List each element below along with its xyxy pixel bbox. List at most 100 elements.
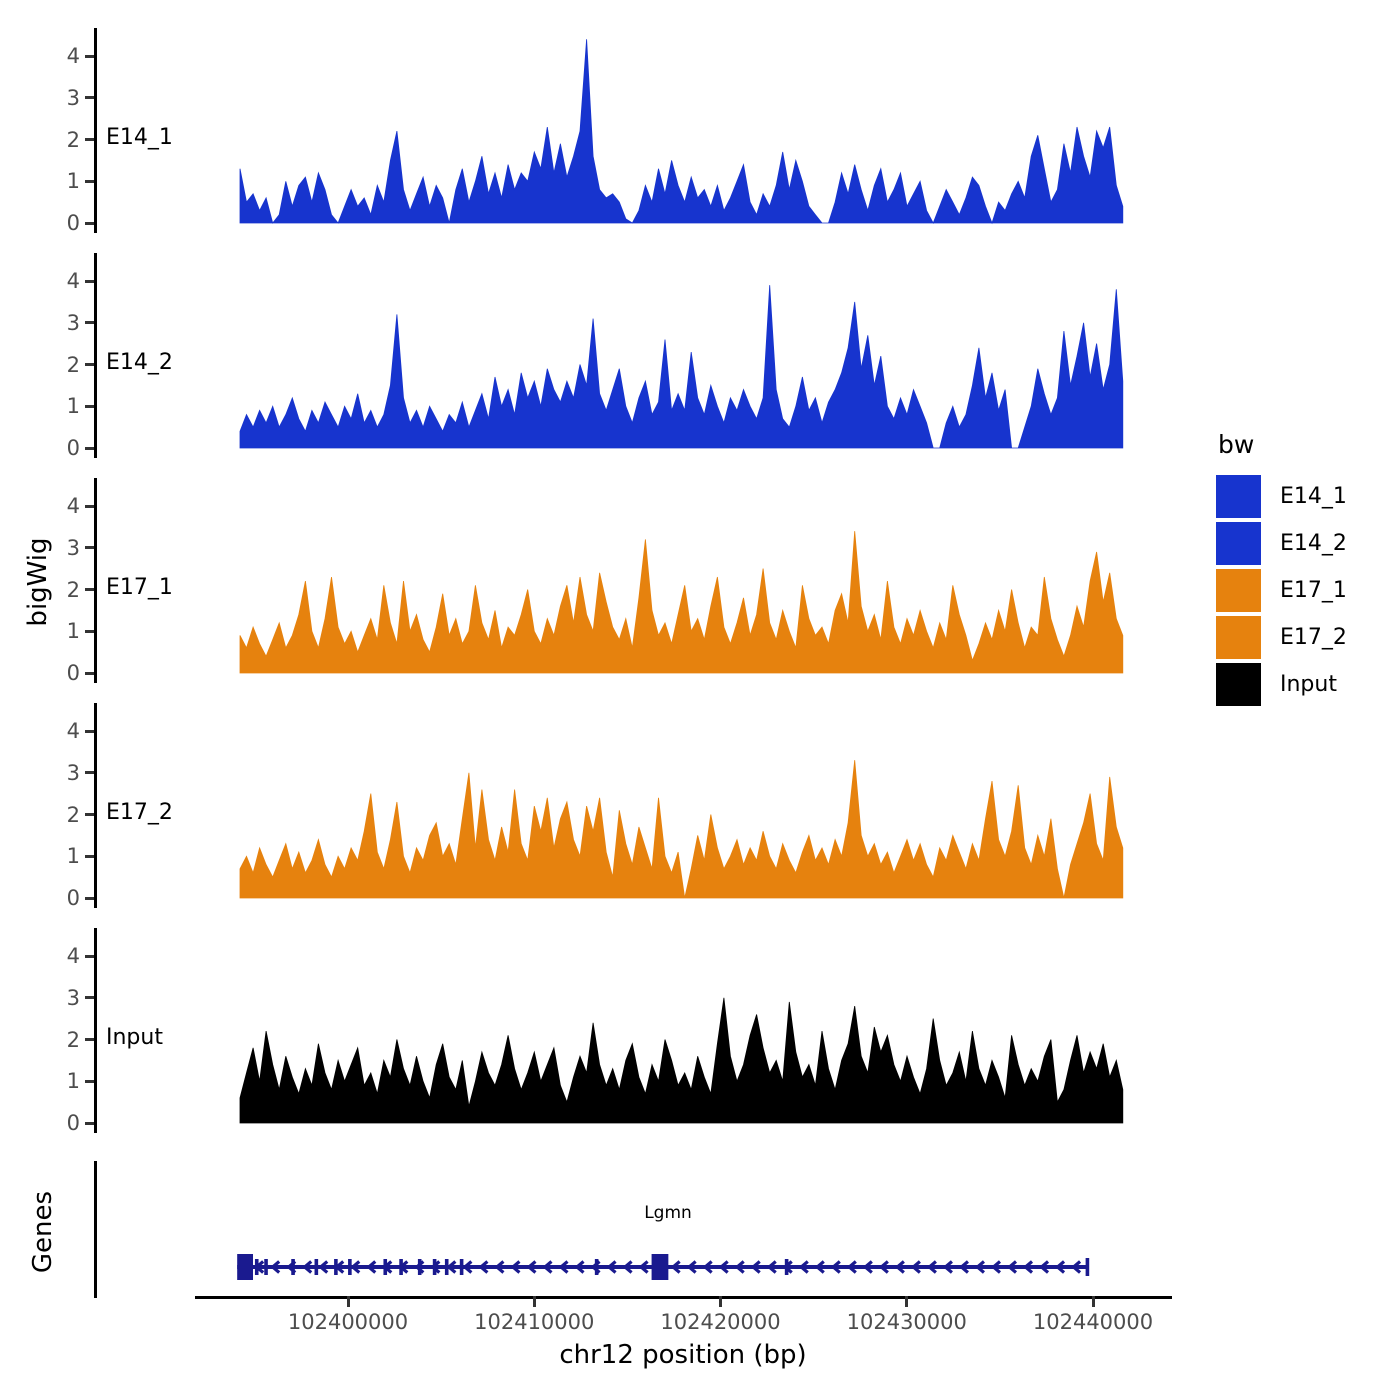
- gene-name-label: Lgmn: [644, 1203, 692, 1223]
- track-label: E17_1: [106, 575, 173, 600]
- x-axis-line: [195, 1296, 1172, 1299]
- y-axis-tick: [85, 588, 94, 591]
- legend-swatch-input: [1216, 663, 1261, 706]
- y-axis-tick: [85, 629, 94, 633]
- y-axis-tick-label: 2: [66, 577, 80, 602]
- legend-item-e14-1: E14_1: [1216, 475, 1347, 518]
- genes-panel: [0, 1155, 1400, 1305]
- y-axis-tick: [85, 813, 94, 816]
- y-axis-tick-label: 0: [66, 211, 80, 235]
- legend-swatch-e14-2: [1216, 522, 1261, 565]
- legend-label-e17-2: E17_2: [1280, 625, 1347, 650]
- legend-item-input: Input: [1216, 663, 1347, 706]
- y-axis-line: [94, 928, 97, 1133]
- y-axis-tick: [85, 546, 94, 550]
- track-panel-e17-2: E17_2 0 1 2 3 4: [0, 703, 1400, 910]
- legend-item-e17-2: E17_2: [1216, 616, 1347, 659]
- y-axis-tick-label: 2: [66, 802, 80, 827]
- x-axis-tick: [905, 1296, 909, 1307]
- genes-axis-line: [94, 1161, 97, 1298]
- y-axis-tick-label: 3: [66, 535, 80, 560]
- y-axis-tick: [85, 771, 94, 775]
- y-axis-line: [94, 253, 97, 458]
- legend-label-input: Input: [1280, 672, 1337, 697]
- x-axis-title: chr12 position (bp): [559, 1340, 807, 1370]
- y-axis-tick-label: 3: [66, 760, 80, 785]
- y-axis-tick-label: 1: [66, 169, 80, 194]
- track-label: E14_2: [106, 350, 173, 375]
- y-axis-tick-label: 3: [66, 85, 80, 110]
- y-axis-tick: [85, 54, 94, 58]
- y-axis-tick-label: 0: [66, 661, 80, 685]
- y-axis-tick-label: 0: [66, 886, 80, 910]
- x-axis-tick: [346, 1296, 350, 1307]
- x-axis-tick: [1091, 1296, 1095, 1307]
- y-axis-tick-label: 1: [66, 844, 80, 869]
- y-axis-tick: [85, 729, 94, 733]
- y-axis-tick: [85, 221, 94, 225]
- y-axis-tick: [85, 446, 94, 450]
- y-axis-tick: [85, 279, 94, 283]
- track-label: E14_1: [106, 125, 173, 150]
- coverage-area-e14-2: [239, 285, 1124, 449]
- legend-item-e17-1: E17_1: [1216, 569, 1347, 612]
- y-axis-tick-label: 4: [66, 269, 80, 293]
- y-axis-tick-label: 1: [66, 394, 80, 419]
- y-axis-tick: [85, 321, 94, 325]
- x-axis-tick: [532, 1296, 536, 1307]
- y-axis-line: [94, 478, 97, 683]
- legend-swatch-e17-1: [1216, 569, 1261, 612]
- coverage-area-input: [239, 997, 1124, 1124]
- y-axis-tick-label: 2: [66, 127, 80, 152]
- coverage-area-e14-1: [239, 39, 1124, 225]
- y-axis-tick: [85, 671, 94, 675]
- legend: bw E14_1 E14_2 E17_1 E17_2 Input: [1216, 430, 1347, 710]
- y-axis-tick: [85, 179, 94, 183]
- y-axis-tick-label: 4: [66, 494, 80, 518]
- y-axis-tick: [85, 854, 94, 858]
- y-axis-tick-label: 4: [66, 944, 80, 968]
- y-axis-tick: [85, 504, 94, 508]
- track-label: Input: [106, 1025, 163, 1050]
- y-axis-line: [94, 703, 97, 908]
- y-axis-tick-label: 2: [66, 352, 80, 377]
- track-label: E17_2: [106, 800, 173, 825]
- coverage-area-e17-1: [239, 531, 1124, 674]
- genes-axis-title: Genes: [28, 1190, 58, 1274]
- x-axis-tick-label: 102440000: [1032, 1310, 1154, 1334]
- y-axis-tick-label: 2: [66, 1027, 80, 1052]
- y-axis-line: [94, 28, 97, 233]
- y-axis-tick: [85, 404, 94, 408]
- y-axis-tick: [85, 896, 94, 900]
- x-axis-tick-label: 102410000: [474, 1310, 595, 1334]
- y-axis-tick-label: 3: [66, 985, 80, 1010]
- track-panel-e14-2: E14_2 0 1 2 3 4: [0, 253, 1400, 460]
- legend-title: bw: [1218, 430, 1255, 459]
- x-axis-tick: [719, 1296, 722, 1307]
- y-axis-tick: [85, 1121, 94, 1125]
- y-axis-tick: [85, 363, 94, 366]
- legend-item-e14-2: E14_2: [1216, 522, 1347, 565]
- y-axis-tick: [85, 996, 94, 1000]
- y-axis-tick: [85, 1079, 94, 1083]
- x-axis-tick-label: 102420000: [660, 1310, 781, 1334]
- y-axis-tick: [85, 96, 94, 100]
- y-axis-tick-label: 0: [66, 1111, 80, 1135]
- y-axis-tick-label: 4: [66, 44, 80, 68]
- y-axis-tick-label: 1: [66, 619, 80, 644]
- legend-label-e14-2: E14_2: [1280, 531, 1347, 556]
- x-axis-tick-label: 102400000: [287, 1310, 409, 1334]
- coverage-area-e17-2: [239, 760, 1124, 899]
- track-panel-e17-1: E17_1 0 1 2 3 4: [0, 478, 1400, 685]
- y-axis-tick-label: 1: [66, 1069, 80, 1094]
- y-axis-tick: [85, 954, 94, 958]
- track-panel-input: Input 0 1 2 3 4: [0, 928, 1400, 1135]
- legend-label-e17-1: E17_1: [1280, 578, 1347, 603]
- legend-swatch-e17-2: [1216, 616, 1261, 659]
- gene-model-lgmn: [237, 1254, 1090, 1280]
- track-panel-e14-1: E14_1 0 1 2 3 4: [0, 28, 1400, 235]
- y-axis-tick: [85, 138, 94, 141]
- x-axis-tick-label: 102430000: [846, 1310, 967, 1334]
- legend-label-e14-1: E14_1: [1280, 484, 1347, 509]
- y-axis-tick-label: 3: [66, 310, 80, 335]
